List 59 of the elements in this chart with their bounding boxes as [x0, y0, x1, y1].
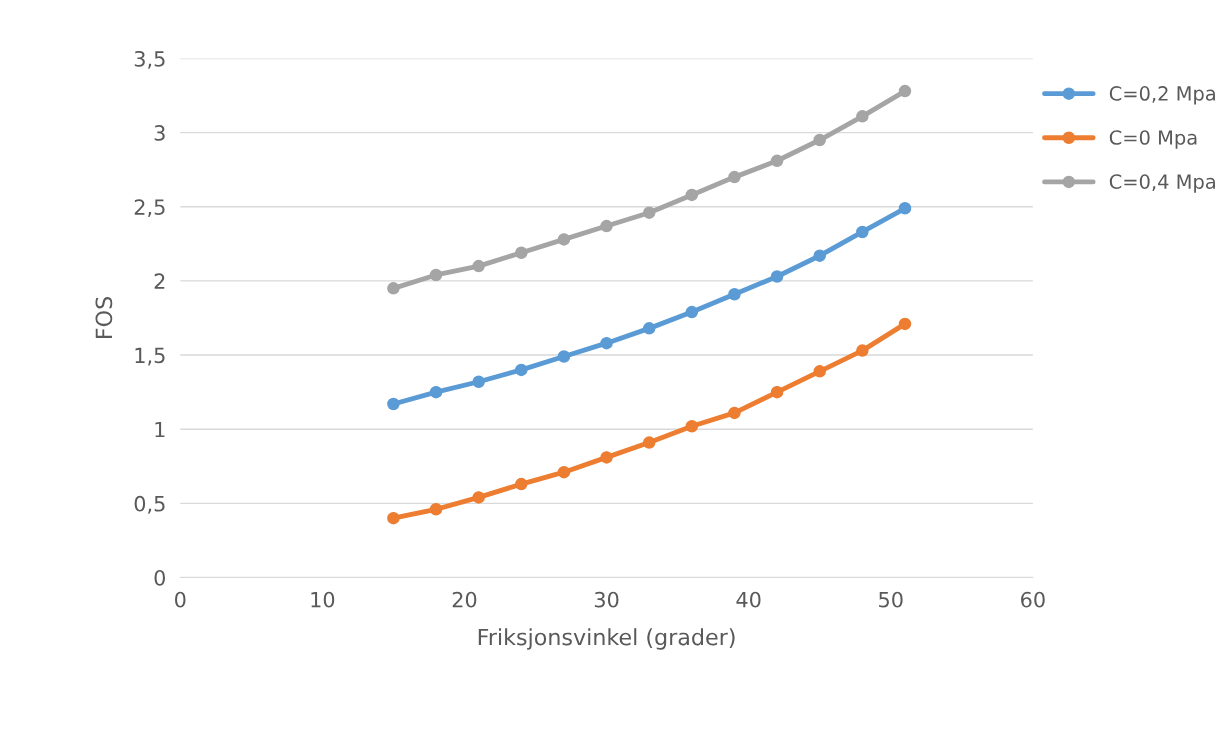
y-tick-label: 3 — [154, 125, 165, 141]
point — [856, 344, 869, 357]
y-tick-label: 3,5 — [134, 50, 165, 69]
point — [813, 133, 826, 147]
point — [600, 336, 613, 350]
point — [898, 202, 912, 215]
x-tick-label: 40 — [736, 591, 761, 608]
point — [600, 219, 613, 233]
point — [557, 233, 571, 246]
legend-label: C=0 Mpa — [1109, 130, 1197, 149]
point — [728, 170, 741, 184]
point — [387, 511, 400, 525]
point — [813, 249, 826, 262]
point — [429, 268, 443, 282]
point — [600, 451, 613, 464]
point — [728, 406, 741, 420]
point — [898, 317, 912, 331]
y-axis-title: FOS — [95, 297, 113, 338]
x-tick-label: 30 — [594, 591, 619, 608]
point — [898, 84, 912, 98]
point — [813, 365, 826, 378]
point — [557, 350, 571, 363]
point — [429, 385, 443, 399]
point — [387, 282, 400, 295]
y-tick-label: 1,5 — [135, 347, 165, 366]
point — [856, 110, 869, 123]
point — [515, 363, 528, 377]
x-tick-label: 50 — [879, 591, 903, 608]
point — [770, 270, 784, 283]
x-tick-label: 60 — [1021, 591, 1045, 608]
point — [685, 419, 699, 433]
point — [387, 397, 400, 411]
point — [728, 288, 741, 301]
y-tick-label: 1 — [155, 421, 165, 438]
point — [515, 477, 528, 491]
point — [642, 206, 656, 219]
point — [515, 246, 528, 259]
x-tick-label: 10 — [311, 591, 335, 608]
point — [429, 503, 443, 516]
y-tick-label: 2 — [154, 273, 165, 289]
point — [472, 259, 485, 273]
point — [685, 188, 699, 202]
point — [472, 375, 485, 388]
point — [472, 491, 485, 504]
x-tick-label: 0 — [175, 591, 186, 608]
legend-label: C=0,4 Mpa — [1109, 174, 1215, 193]
y-tick-label: 0 — [154, 569, 165, 586]
legend-label: C=0,2 Mpa — [1109, 86, 1215, 105]
point — [685, 305, 699, 319]
point — [557, 465, 571, 479]
y-tick-label: 2,5 — [134, 199, 165, 218]
point — [770, 154, 784, 168]
x-axis-title: Friksjonsvinkel (grader) — [478, 628, 735, 650]
x-tick-label: 20 — [452, 591, 477, 608]
y-tick-label: 0,5 — [134, 495, 165, 514]
point — [642, 322, 656, 335]
point — [770, 385, 784, 399]
point — [642, 436, 656, 449]
point — [856, 225, 869, 239]
